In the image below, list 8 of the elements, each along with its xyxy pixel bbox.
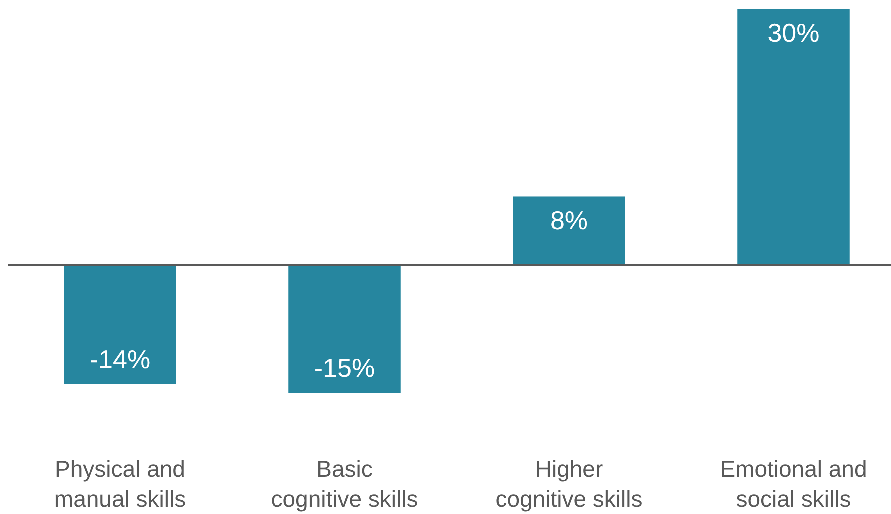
x-tick-label: Physical and manual skills bbox=[54, 456, 186, 512]
x-tick-label: Basic cognitive skills bbox=[271, 456, 418, 512]
data-label: 30% bbox=[768, 18, 820, 48]
x-tick-label: Emotional and social skills bbox=[720, 456, 868, 512]
x-tick-label: Higher cognitive skills bbox=[496, 456, 643, 512]
data-label: -15% bbox=[314, 352, 376, 383]
data-label: 8% bbox=[550, 206, 588, 236]
data-label: -14% bbox=[90, 344, 151, 374]
